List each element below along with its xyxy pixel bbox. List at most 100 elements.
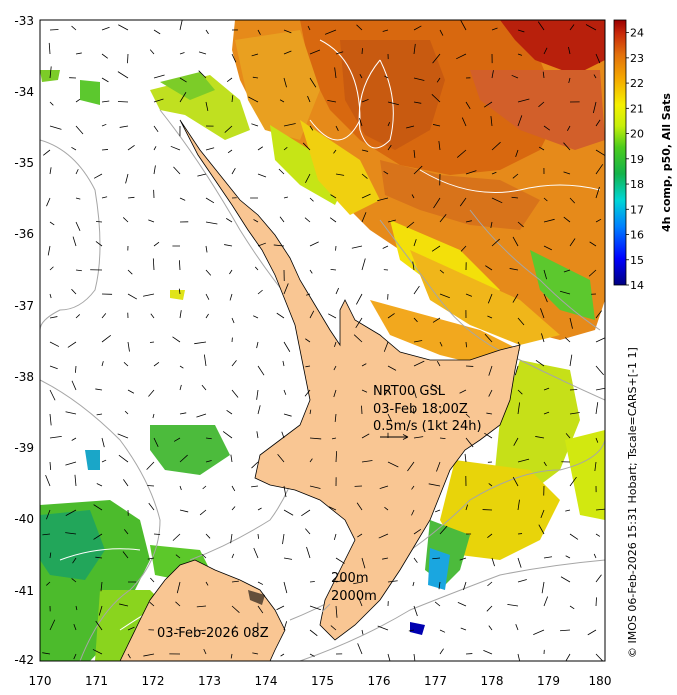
current-vector [515, 624, 519, 631]
sst-field [40, 20, 605, 661]
current-vector [538, 146, 545, 151]
credit-text: © IMOS 06-Feb-2026 15:31 Hobart; Tscale=… [626, 347, 639, 658]
current-vector [335, 173, 345, 176]
current-vector [118, 24, 129, 31]
current-vector [283, 196, 288, 199]
current-vector [517, 341, 521, 346]
current-vector [585, 24, 597, 31]
current-vector [309, 409, 312, 415]
current-vector [309, 197, 314, 202]
y-tick-label: -35 [14, 156, 34, 170]
current-vector [439, 525, 448, 535]
colorbar-tick-label: 20 [630, 128, 644, 141]
current-vector [456, 53, 467, 60]
current-vector [42, 533, 51, 536]
current-vector [383, 341, 389, 352]
current-vector [96, 413, 103, 416]
current-vector [142, 293, 155, 297]
current-vector [173, 437, 181, 442]
current-vector [413, 285, 420, 295]
current-vector [205, 313, 209, 319]
current-vector [231, 360, 237, 367]
current-vector [387, 580, 398, 583]
current-vector [413, 239, 417, 247]
current-vector [305, 365, 311, 368]
current-vector [491, 197, 503, 204]
current-vector [205, 581, 209, 586]
current-vector [127, 269, 133, 275]
current-vector [517, 653, 521, 661]
current-vector [595, 508, 605, 511]
current-vector [595, 218, 602, 223]
current-vector [512, 173, 519, 179]
current-vector [146, 461, 155, 470]
current-vector [439, 648, 444, 655]
current-vector [309, 310, 315, 319]
colorbar-tick-label: 16 [630, 229, 644, 242]
current-vector [280, 653, 285, 657]
y-tick-label: -38 [14, 370, 34, 384]
current-vector [335, 287, 339, 295]
current-vector [335, 125, 339, 131]
current-vector [333, 533, 337, 541]
depth-2000-label: 2000m [331, 589, 377, 604]
current-vector [431, 383, 441, 391]
current-vector [95, 556, 103, 559]
current-vector [257, 173, 267, 178]
current-vector [49, 413, 52, 426]
current-vector [543, 461, 547, 467]
current-vector [179, 384, 182, 391]
current-vector [257, 29, 261, 35]
current-vector [71, 437, 77, 441]
current-vector [413, 557, 418, 563]
current-vector [588, 269, 597, 277]
current-vector [119, 603, 129, 607]
current-vector [407, 461, 415, 472]
current-vector [595, 365, 604, 376]
current-vector [517, 115, 523, 127]
current-vector [595, 310, 602, 319]
current-vector [101, 100, 110, 103]
current-vector [127, 293, 138, 300]
current-vector [203, 648, 207, 655]
current-vector [465, 170, 477, 175]
current-vector [356, 293, 363, 305]
current-vector [75, 269, 82, 272]
current-vector [309, 653, 315, 657]
current-vector [358, 597, 363, 607]
current-vector [172, 336, 181, 343]
current-vector [283, 123, 296, 127]
current-vector [283, 341, 291, 352]
current-vector [95, 620, 103, 631]
current-vector [75, 365, 77, 373]
current-vector [406, 125, 415, 129]
current-vector [101, 196, 108, 199]
current-vector [251, 485, 259, 488]
current-vector [490, 116, 493, 127]
current-vector [283, 485, 287, 498]
current-vector [49, 435, 62, 439]
current-vector [491, 238, 500, 247]
current-vector [387, 413, 393, 422]
current-vector [253, 315, 259, 319]
current-vector [491, 70, 494, 79]
current-vector [488, 483, 493, 487]
current-vector [543, 245, 553, 251]
current-vector [517, 317, 525, 326]
current-vector [436, 361, 441, 367]
current-vector [173, 166, 181, 175]
current-vector [71, 288, 77, 295]
current-vector [231, 553, 235, 559]
current-vector [436, 461, 441, 472]
current-vector [361, 212, 367, 223]
current-vector [435, 509, 441, 513]
current-vector [179, 77, 187, 83]
current-vector [257, 605, 264, 614]
current-vector [543, 596, 549, 607]
current-vector [149, 341, 155, 343]
current-vector [71, 25, 77, 31]
current-vector [413, 408, 415, 415]
current-vector [356, 502, 363, 511]
current-vector [248, 96, 259, 103]
current-vector [595, 164, 604, 175]
